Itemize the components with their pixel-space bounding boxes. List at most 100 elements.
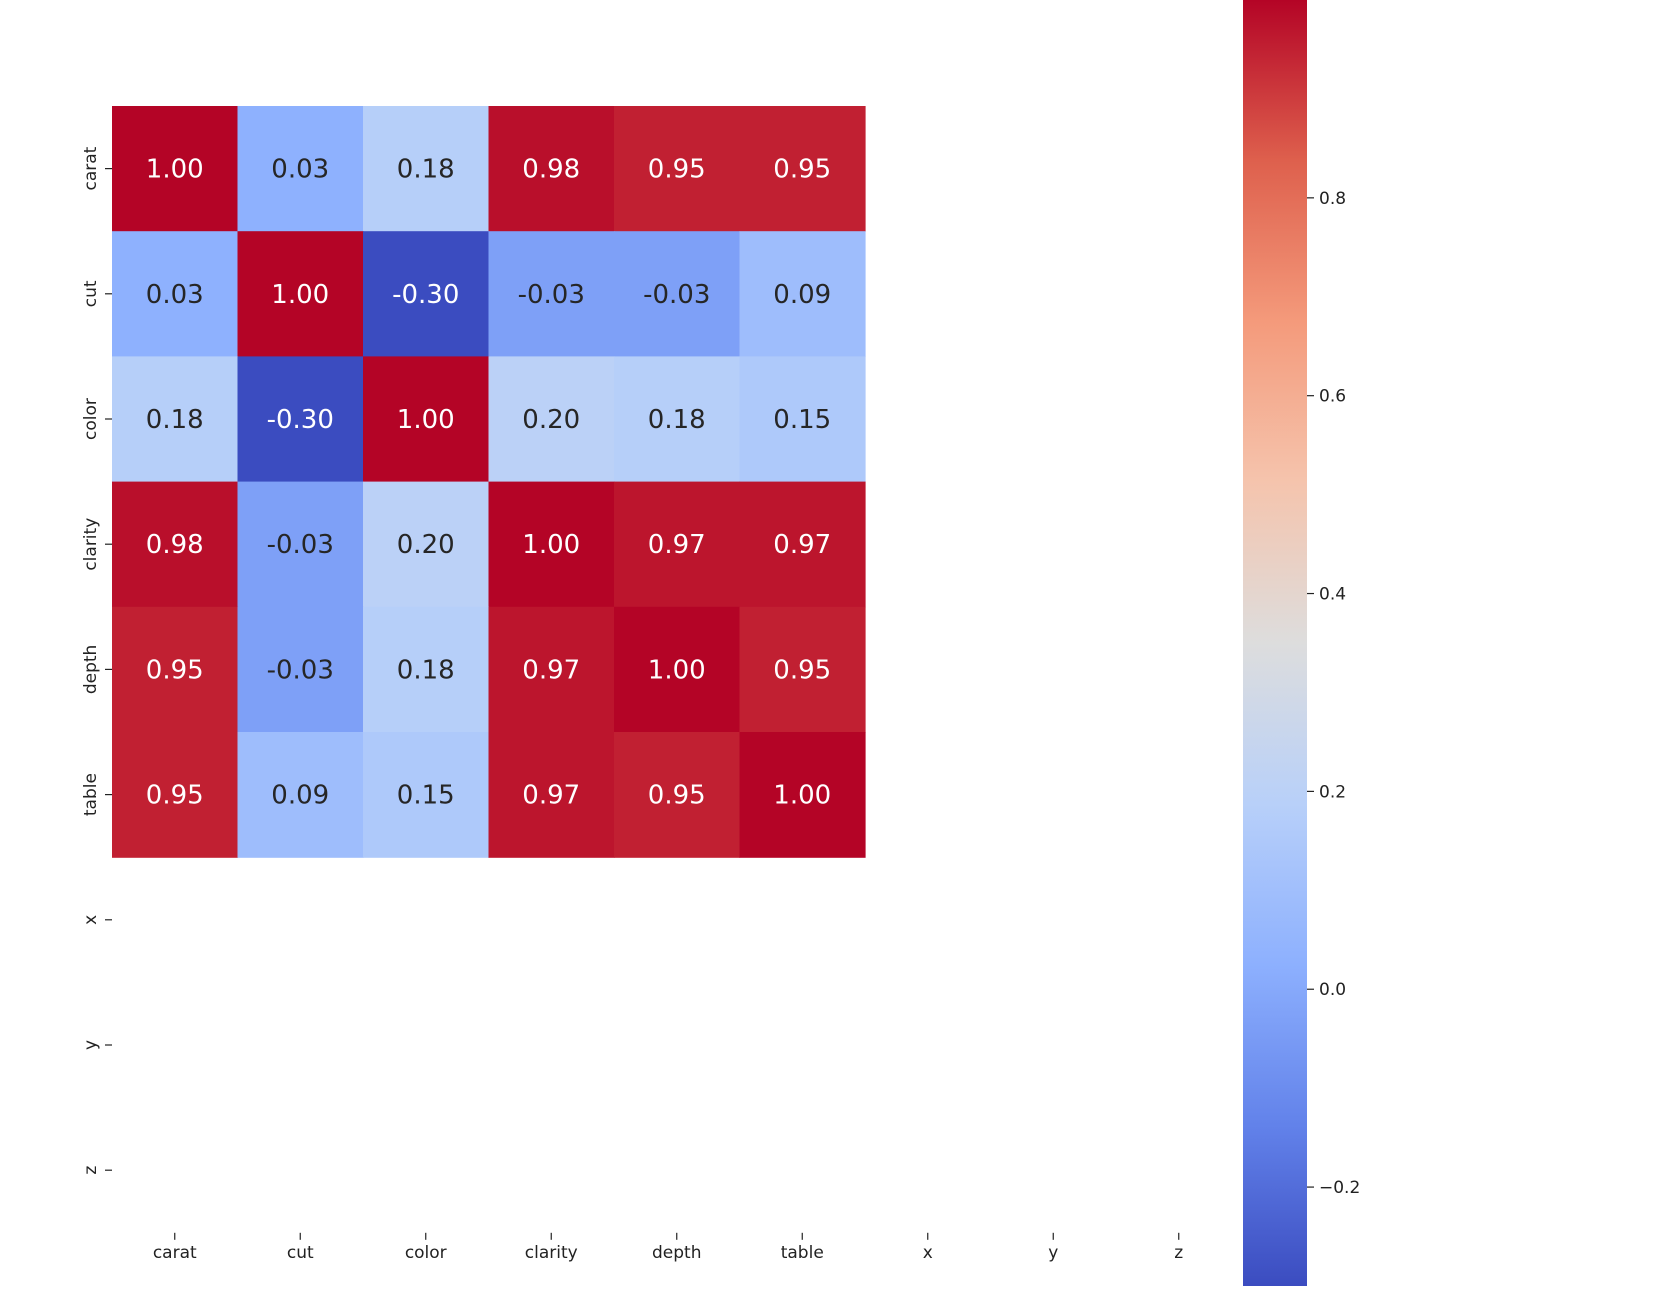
heatmap-cell-table-table — [739, 732, 866, 858]
heatmap-cell-clarity-clarity — [488, 481, 615, 608]
cell-annotation: -0.30 — [267, 405, 334, 435]
cell-annotation: 0.98 — [146, 530, 204, 560]
heatmap-cell-depth-carat — [112, 606, 239, 733]
cell-annotation: 0.95 — [648, 781, 706, 811]
cell-annotation: 0.98 — [522, 155, 580, 185]
x-tick-label: cut — [287, 1243, 314, 1263]
x-tick-label: depth — [652, 1243, 701, 1263]
heatmap-cell-table-clarity — [488, 732, 615, 858]
colorbar-tick-label: −0.2 — [1319, 1178, 1360, 1198]
x-tick-label: x — [923, 1243, 933, 1263]
x-tick-label: color — [405, 1243, 447, 1263]
y-tick-label: carat — [81, 146, 101, 190]
cell-annotation: 1.00 — [397, 405, 455, 435]
cell-annotation: 0.20 — [522, 405, 580, 435]
cell-annotation: 0.18 — [397, 155, 455, 185]
heatmap-cell-cut-clarity — [488, 231, 615, 357]
y-tick-label: depth — [81, 645, 101, 694]
colorbar-tick-label: 0.6 — [1319, 387, 1346, 407]
cell-annotation: 0.18 — [397, 655, 455, 685]
heatmap-cell-table-depth — [614, 732, 741, 858]
heatmap-cell-clarity-table — [739, 481, 866, 608]
x-tick-label: z — [1174, 1243, 1183, 1263]
cell-annotation: 0.20 — [397, 530, 455, 560]
y-tick-label: cut — [81, 280, 101, 307]
heatmap-cell-table-carat — [112, 732, 239, 858]
x-tick-label: table — [781, 1243, 824, 1263]
heatmap-cell-clarity-cut — [237, 481, 364, 608]
heatmap-cell-cut-carat — [112, 231, 239, 357]
cell-annotation: 0.15 — [773, 405, 831, 435]
heatmap-cell-carat-clarity — [488, 106, 615, 232]
colorbar-tick-label: 0.2 — [1319, 782, 1346, 802]
colorbar: −0.2 0.0 0.2 0.4 0.6 0.8 — [1243, 0, 1360, 1286]
heatmap-cells — [112, 106, 866, 858]
y-tick-label: z — [81, 1166, 101, 1175]
cell-annotation: 0.97 — [522, 655, 580, 685]
heatmap-cell-table-cut — [237, 732, 364, 858]
x-axis: carat cut color clarity depth table x y z — [153, 1232, 1183, 1263]
cell-annotation: 0.97 — [773, 530, 831, 560]
y-tick-label: x — [81, 915, 101, 925]
cell-annotation: 0.95 — [146, 781, 204, 811]
heatmap-cell-clarity-carat — [112, 481, 239, 608]
cell-annotation: 0.95 — [648, 155, 706, 185]
heatmap-cell-carat-depth — [614, 106, 741, 232]
heatmap-cell-color-carat — [112, 356, 239, 483]
heatmap-cell-carat-carat — [112, 106, 239, 232]
y-tick-label: y — [81, 1040, 101, 1050]
y-axis: carat cut color clarity depth table x y z — [81, 146, 112, 1175]
cell-annotation: -0.30 — [392, 280, 459, 310]
heatmap-cell-depth-color — [363, 606, 490, 733]
x-tick-label: y — [1048, 1243, 1058, 1263]
cell-annotation: 0.97 — [522, 781, 580, 811]
cell-annotation: 0.95 — [146, 655, 204, 685]
heatmap-cell-clarity-depth — [614, 481, 741, 608]
cell-annotation: 0.15 — [397, 781, 455, 811]
cell-annotation: -0.03 — [643, 280, 710, 310]
cell-annotation: 0.09 — [773, 280, 831, 310]
cell-annotation: 1.00 — [648, 655, 706, 685]
cell-annotation: 0.03 — [271, 155, 329, 185]
heatmap-cell-color-depth — [614, 356, 741, 483]
cell-annotation: 0.03 — [146, 280, 204, 310]
cell-annotation: 0.09 — [271, 781, 329, 811]
cell-annotation: 1.00 — [146, 155, 204, 185]
heatmap-cell-cut-table — [739, 231, 866, 357]
heatmap-cell-carat-cut — [237, 106, 364, 232]
cell-annotation: 0.95 — [773, 155, 831, 185]
heatmap-cell-carat-color — [363, 106, 490, 232]
colorbar-tick-label: 0.8 — [1319, 189, 1346, 209]
cell-annotation: -0.03 — [267, 655, 334, 685]
colorbar-ticks: −0.2 0.0 0.2 0.4 0.6 0.8 — [1307, 189, 1360, 1198]
cell-annotation: 1.00 — [773, 781, 831, 811]
heatmap-cell-depth-clarity — [488, 606, 615, 733]
cell-annotation: -0.03 — [518, 280, 585, 310]
colorbar-tick-label: 0.0 — [1319, 980, 1346, 1000]
cell-annotation: 1.00 — [271, 280, 329, 310]
heatmap-cell-color-clarity — [488, 356, 615, 483]
cell-annotation: 0.18 — [648, 405, 706, 435]
heatmap-cell-clarity-color — [363, 481, 490, 608]
heatmap-cell-cut-depth — [614, 231, 741, 357]
y-tick-label: table — [81, 773, 101, 816]
y-tick-label: color — [81, 398, 101, 440]
x-tick-label: clarity — [525, 1243, 578, 1263]
x-tick-label: carat — [153, 1243, 197, 1263]
heatmap-cell-table-color — [363, 732, 490, 858]
cell-annotations: 1.00 0.03 0.18 0.98 0.95 0.95 0.03 1.00 -0.30 -0.… — [146, 155, 831, 811]
heatmap-cell-depth-depth — [614, 606, 741, 733]
cell-annotation: -0.03 — [267, 530, 334, 560]
y-tick-label: clarity — [81, 518, 101, 571]
colorbar-gradient — [1243, 0, 1307, 1286]
cell-annotation: 0.18 — [146, 405, 204, 435]
heatmap-cell-cut-color — [363, 231, 490, 357]
heatmap-cell-depth-table — [739, 606, 866, 733]
cell-annotation: 0.95 — [773, 655, 831, 685]
heatmap-cell-color-cut — [237, 356, 364, 483]
heatmap-cell-depth-cut — [237, 606, 364, 733]
colorbar-tick-label: 0.4 — [1319, 585, 1346, 605]
cell-annotation: 1.00 — [522, 530, 580, 560]
cell-annotation: 0.97 — [648, 530, 706, 560]
